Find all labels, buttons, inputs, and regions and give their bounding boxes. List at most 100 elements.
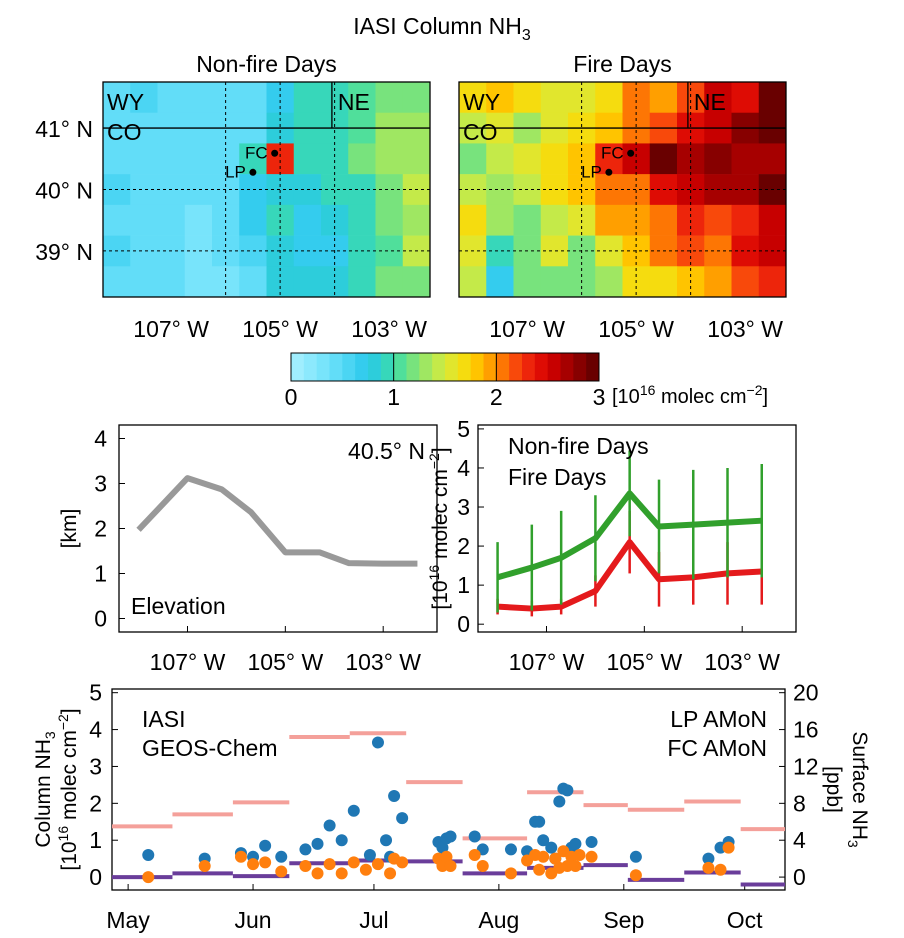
y2-tick-label: 8 <box>793 790 806 816</box>
heat-cell <box>758 82 787 114</box>
y-tick-label: 0 <box>94 606 107 632</box>
scatter-point <box>371 736 384 749</box>
y2-tick-label: 20 <box>793 680 819 706</box>
scatter-point <box>629 869 642 882</box>
legend-geos-chem: GEOS-Chem <box>142 735 277 761</box>
heat-cell <box>540 143 569 175</box>
y-tick-label: 3 <box>457 494 470 520</box>
scatter-point <box>335 834 348 847</box>
heat-cell <box>649 143 678 175</box>
latitude-annotation: 40.5° N <box>348 438 425 464</box>
state-label-ne: NE <box>694 89 726 115</box>
heat-cell <box>513 204 542 236</box>
state-label-wy: WY <box>463 89 500 115</box>
scatter-point <box>702 852 715 865</box>
scatter-point <box>247 858 260 871</box>
map-frame <box>458 81 787 298</box>
scatter-point <box>323 819 336 832</box>
x-tick-label: Sep <box>603 907 644 933</box>
scatter-point <box>347 856 360 869</box>
scatter-point <box>347 804 360 817</box>
heat-cell <box>184 266 213 298</box>
y-axis-label: [km] <box>58 509 81 549</box>
x-tick-label: 105° W <box>598 316 674 342</box>
scatter-point <box>396 856 409 869</box>
heat-cell <box>239 266 267 298</box>
legend-lp-amon: LP AMoN <box>670 706 767 732</box>
y2-tick-label: 16 <box>793 717 819 743</box>
y-tick-label: 3 <box>94 471 107 497</box>
heat-cell <box>130 266 158 298</box>
figure-title: IASI Column NH3 <box>353 13 531 44</box>
scatter-point <box>722 841 735 854</box>
colorbar-tick-label: 0 <box>285 384 298 410</box>
scatter-point <box>259 839 272 852</box>
x-tick-label: 107° W <box>489 316 565 342</box>
heat-cell <box>375 143 404 175</box>
scatter-point <box>311 837 324 850</box>
heat-cell <box>130 82 158 114</box>
colorbar-swatch <box>522 353 536 381</box>
scatter-point <box>444 860 457 873</box>
heat-cell <box>184 143 213 175</box>
x-tick-label: 103° W <box>704 649 780 675</box>
heat-cell <box>103 266 131 298</box>
heat-cell <box>704 82 732 114</box>
heat-cell <box>348 266 376 298</box>
heat-cell <box>157 143 186 175</box>
heat-cell <box>459 266 487 298</box>
scatter-point <box>311 867 324 880</box>
x-tick-label: 105° W <box>607 649 683 675</box>
heat-cell <box>540 266 569 298</box>
colorbar-tick-label: 1 <box>387 384 400 410</box>
colorbar: 0 1 2 3 [1016 molec cm−2] <box>285 352 768 410</box>
x-tick-label: Aug <box>478 907 519 933</box>
heat-cell <box>758 143 787 175</box>
heat-cell <box>486 204 514 236</box>
colorbar-swatch <box>303 353 318 381</box>
state-label-wy: WY <box>107 89 144 115</box>
heat-cell <box>459 82 487 114</box>
colorbar-units: [1016 molec cm−2] <box>612 382 768 408</box>
scatter-point <box>533 863 546 876</box>
x-tick-label: 105° W <box>248 649 324 675</box>
colorbar-swatch <box>329 353 343 381</box>
colorbar-swatch <box>393 353 407 381</box>
colorbar-swatch <box>380 353 395 381</box>
heat-cell <box>486 143 514 175</box>
heat-cell <box>239 82 267 114</box>
scatter-point <box>388 789 401 802</box>
colorbar-swatch <box>355 353 369 381</box>
heat-cell <box>103 204 131 236</box>
scatter-point <box>234 850 247 863</box>
heat-cell <box>486 82 514 114</box>
colorbar-swatch <box>483 353 497 381</box>
x-tick-label: Jul <box>359 907 388 933</box>
heat-cell <box>402 204 431 236</box>
colorbar-tick-label: 3 <box>593 384 606 410</box>
y2-axis-label: Surface NH3[ppb] <box>822 731 871 848</box>
scatter-point <box>585 850 598 863</box>
y-tick-label: 1 <box>89 827 102 853</box>
legend-non-fire-days: Non-fire Days <box>508 433 649 459</box>
axes-frame <box>477 424 797 633</box>
scatter-point <box>380 834 393 847</box>
y-tick-label: 0 <box>457 611 470 637</box>
x-tick-label: Oct <box>727 907 763 933</box>
scatter-point <box>384 867 397 880</box>
x-tick-label: 103° W <box>345 649 421 675</box>
state-label-ne: NE <box>338 89 370 115</box>
heat-cell <box>731 204 760 236</box>
heat-cell <box>239 204 267 236</box>
colorbar-swatch <box>316 353 330 381</box>
series-line <box>497 539 762 612</box>
y-tick-label: 3 <box>89 753 102 779</box>
axes-frame <box>111 688 786 891</box>
scatter-point <box>436 841 449 854</box>
colorbar-swatch <box>509 353 523 381</box>
y-tick-label: 4 <box>89 717 102 743</box>
y-tick-label: 1 <box>457 572 470 598</box>
heat-cell <box>348 143 376 175</box>
heat-cell <box>157 204 186 236</box>
